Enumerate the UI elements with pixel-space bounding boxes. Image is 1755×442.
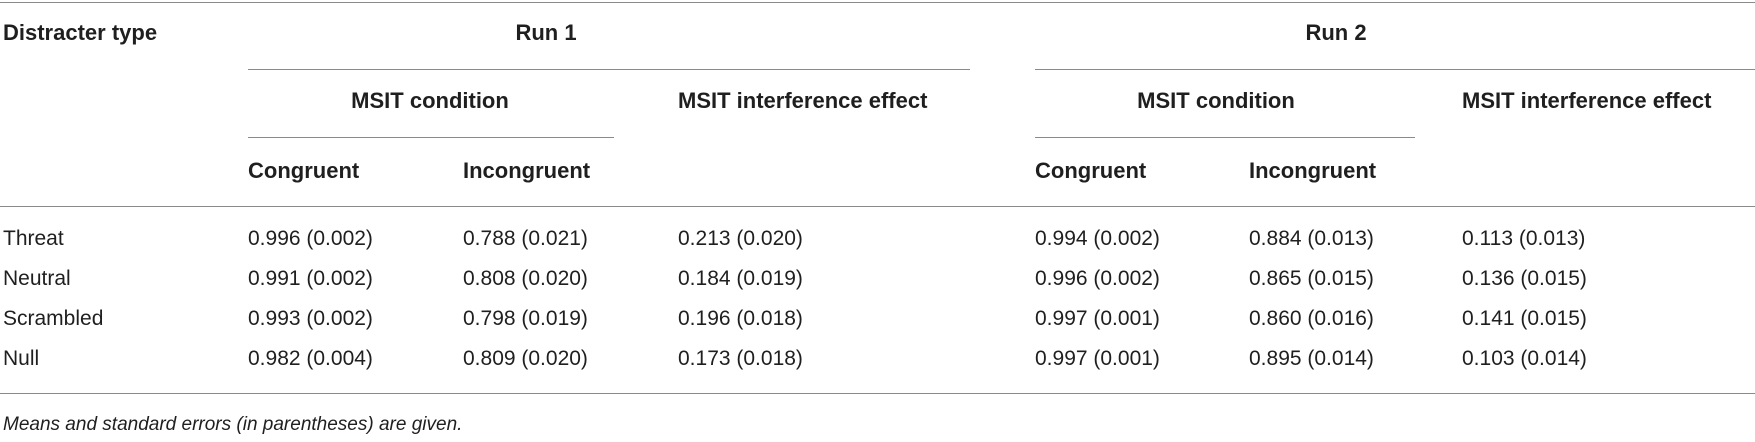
run1-underline bbox=[248, 69, 970, 70]
table-cell: 0.808 (0.020) bbox=[463, 267, 588, 290]
table-cell: 0.788 (0.021) bbox=[463, 227, 588, 250]
run1-interference-header: MSIT interference effect bbox=[678, 88, 928, 113]
row-label-null: Null bbox=[3, 347, 40, 370]
run2-underline bbox=[1035, 69, 1755, 70]
run2-interference-header: MSIT interference effect bbox=[1462, 88, 1712, 113]
run1-congruent-header: Congruent bbox=[248, 158, 360, 183]
run2-incongruent-header: Incongruent bbox=[1249, 158, 1377, 183]
table-cell: 0.991 (0.002) bbox=[248, 267, 373, 290]
table-cell: 0.895 (0.014) bbox=[1249, 347, 1374, 370]
table-cell: 0.993 (0.002) bbox=[248, 307, 373, 330]
table-cell: 0.997 (0.001) bbox=[1035, 307, 1160, 330]
table-cell: 0.884 (0.013) bbox=[1249, 227, 1374, 250]
table-cell: 0.865 (0.015) bbox=[1249, 267, 1374, 290]
run2-header: Run 2 bbox=[1305, 20, 1367, 45]
table-cell: 0.996 (0.002) bbox=[1035, 267, 1160, 290]
run1-condition-underline bbox=[248, 137, 614, 138]
table-cell: 0.982 (0.004) bbox=[248, 347, 373, 370]
table-cell: 0.113 (0.013) bbox=[1462, 227, 1586, 250]
row-header-label: Distracter type bbox=[3, 20, 158, 45]
table-footnote: Means and standard errors (in parenthese… bbox=[3, 414, 463, 435]
table-cell: 0.809 (0.020) bbox=[463, 347, 588, 370]
run2-congruent-header: Congruent bbox=[1035, 158, 1147, 183]
table-cell: 0.997 (0.001) bbox=[1035, 347, 1160, 370]
run1-header: Run 1 bbox=[515, 20, 577, 45]
table-cell: 0.141 (0.015) bbox=[1462, 307, 1587, 330]
run1-incongruent-header: Incongruent bbox=[463, 158, 591, 183]
row-label-neutral: Neutral bbox=[3, 267, 71, 290]
header-bottom-rule bbox=[0, 206, 1755, 207]
table-cell: 0.173 (0.018) bbox=[678, 347, 803, 370]
row-label-scrambled: Scrambled bbox=[3, 307, 104, 330]
table-cell: 0.994 (0.002) bbox=[1035, 227, 1160, 250]
table-top-rule bbox=[0, 2, 1755, 3]
table-cell: 0.860 (0.016) bbox=[1249, 307, 1374, 330]
table-cell: 0.196 (0.018) bbox=[678, 307, 803, 330]
table-cell: 0.996 (0.002) bbox=[248, 227, 373, 250]
table-cell: 0.184 (0.019) bbox=[678, 267, 803, 290]
run1-condition-header: MSIT condition bbox=[351, 88, 509, 113]
table-cell: 0.213 (0.020) bbox=[678, 227, 803, 250]
run2-condition-underline bbox=[1035, 137, 1415, 138]
table-bottom-rule bbox=[0, 393, 1755, 394]
table-cell: 0.136 (0.015) bbox=[1462, 267, 1587, 290]
table-cell: 0.798 (0.019) bbox=[463, 307, 588, 330]
table-cell: 0.103 (0.014) bbox=[1462, 347, 1587, 370]
run2-condition-header: MSIT condition bbox=[1137, 88, 1295, 113]
row-label-threat: Threat bbox=[3, 227, 64, 250]
